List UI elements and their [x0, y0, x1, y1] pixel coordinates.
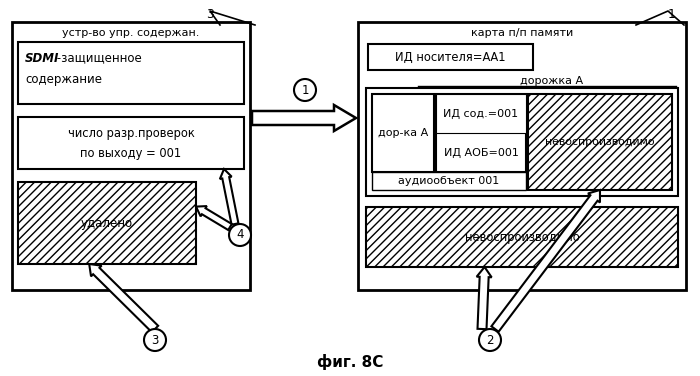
Text: содержание: содержание: [25, 73, 102, 86]
Text: по выходу = 001: по выходу = 001: [80, 147, 181, 159]
Text: 1: 1: [301, 83, 309, 97]
Text: ИД сод.=001: ИД сод.=001: [443, 109, 519, 118]
Text: карта п/п памяти: карта п/п памяти: [471, 28, 573, 38]
Text: 2: 2: [486, 334, 493, 347]
Text: число разр.проверок: число разр.проверок: [68, 127, 195, 141]
Polygon shape: [196, 206, 232, 230]
Text: 3: 3: [206, 8, 214, 21]
Circle shape: [144, 329, 166, 351]
Text: дорожка А: дорожка А: [520, 76, 584, 86]
Bar: [436, 94, 526, 133]
Text: 3: 3: [151, 334, 159, 347]
Bar: [368, 44, 533, 70]
Text: дор-ка А: дор-ка А: [378, 128, 428, 138]
Text: невоспроизводимо: невоспроизводимо: [545, 137, 655, 147]
Bar: [18, 42, 244, 104]
Polygon shape: [220, 169, 239, 225]
Polygon shape: [89, 264, 158, 332]
Text: невоспроизводимо: невоспроизводимо: [465, 230, 580, 244]
Text: удалено: удалено: [81, 217, 133, 229]
Text: ИД носителя=АА1: ИД носителя=АА1: [395, 50, 505, 64]
Polygon shape: [477, 267, 491, 329]
Text: аудиообъект 001: аудиообъект 001: [398, 176, 500, 186]
Bar: [372, 172, 526, 190]
Bar: [366, 207, 678, 267]
Text: устр-во упр. содержан.: устр-во упр. содержан.: [62, 28, 200, 38]
Circle shape: [294, 79, 316, 101]
Polygon shape: [252, 105, 356, 131]
Bar: [436, 94, 526, 172]
Circle shape: [479, 329, 501, 351]
Bar: [528, 94, 672, 190]
Text: -защищенное: -защищенное: [53, 52, 141, 65]
Text: 4: 4: [237, 229, 244, 241]
Polygon shape: [491, 190, 600, 332]
Text: фиг. 8C: фиг. 8C: [317, 354, 383, 370]
Text: ИД АОБ=001: ИД АОБ=001: [444, 147, 519, 158]
Bar: [358, 22, 686, 290]
Text: 1: 1: [668, 8, 676, 21]
Bar: [12, 22, 250, 290]
Text: SDMI: SDMI: [25, 52, 60, 65]
Bar: [366, 88, 678, 196]
Bar: [18, 117, 244, 169]
Bar: [18, 182, 196, 264]
Bar: [372, 94, 434, 172]
Circle shape: [229, 224, 251, 246]
